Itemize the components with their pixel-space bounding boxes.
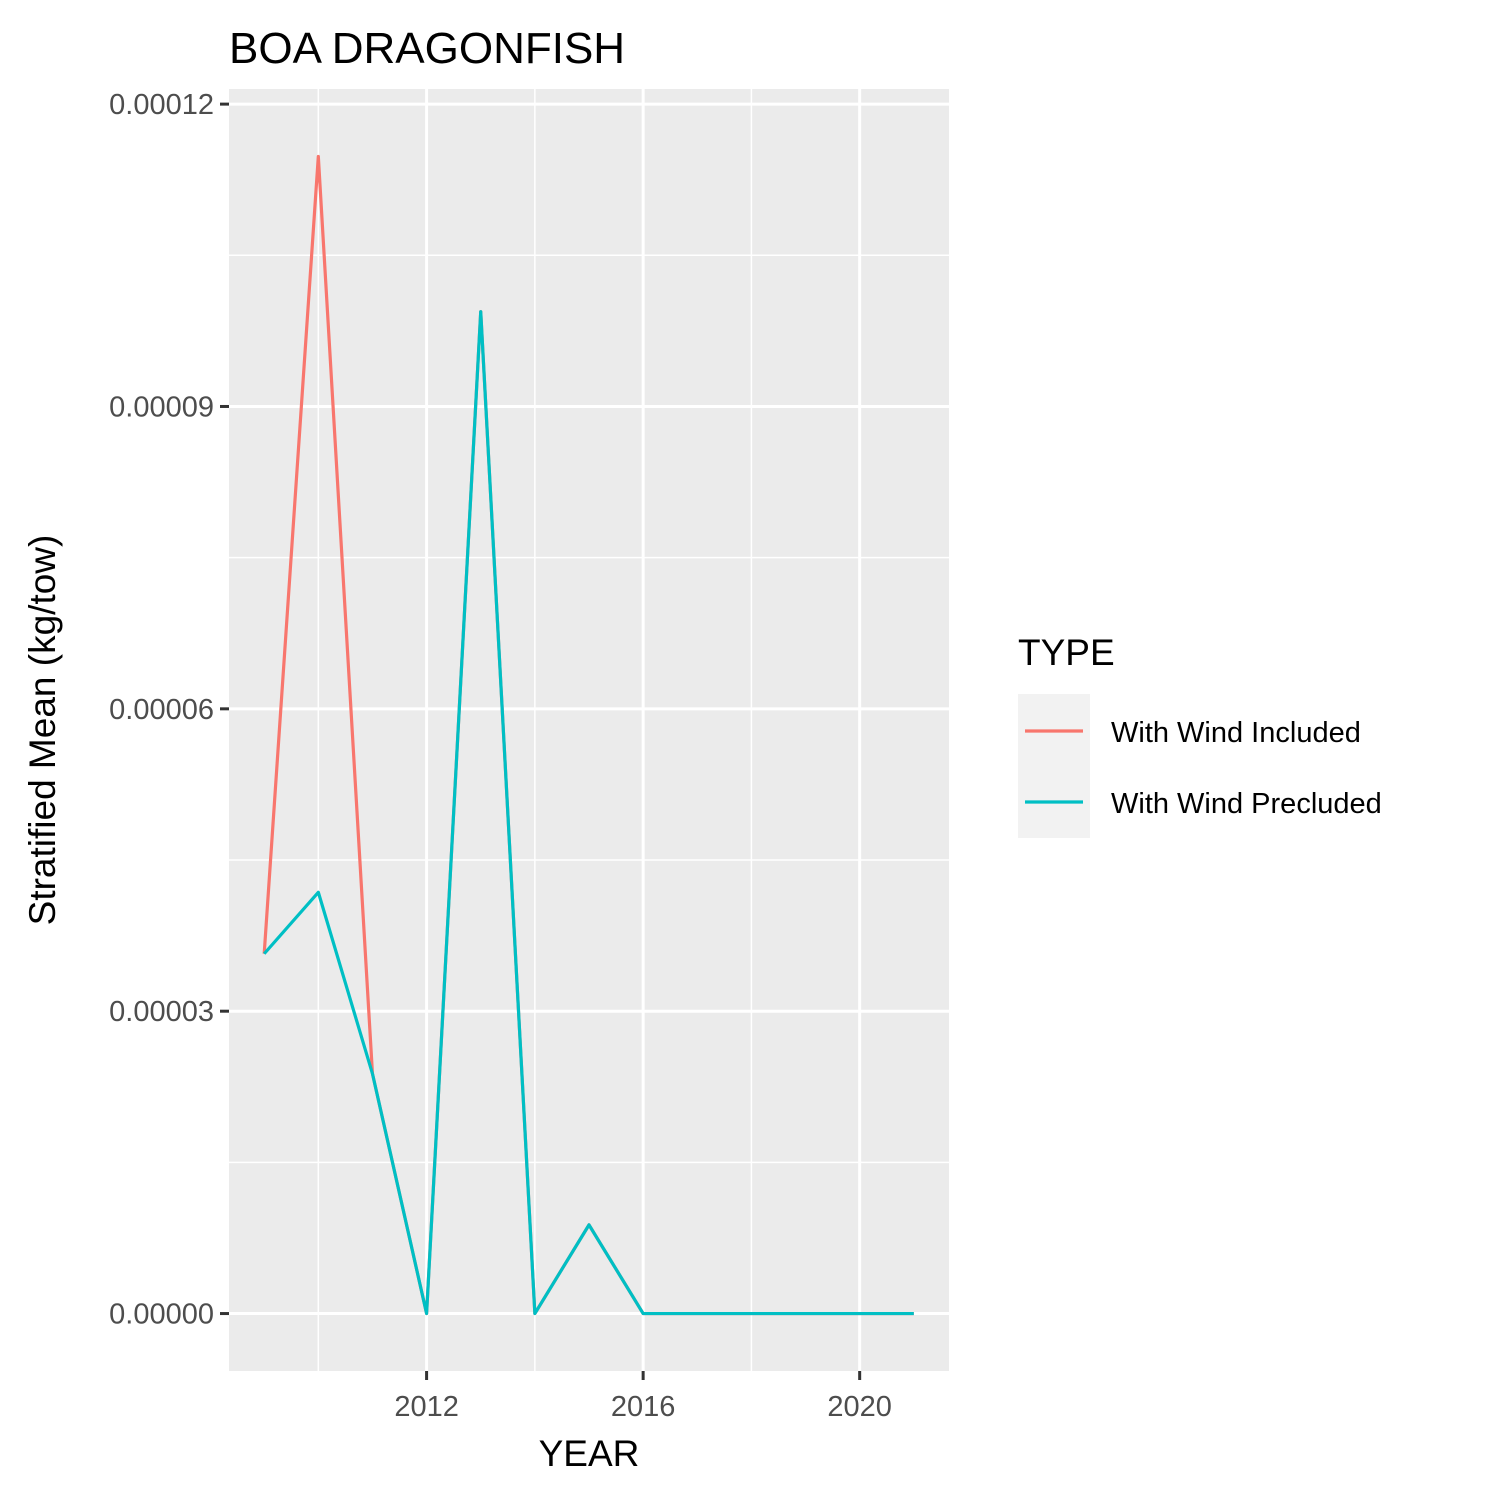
legend-title: TYPE bbox=[1018, 632, 1115, 673]
y-axis: 0.00000 0.00003 0.00006 0.00009 0.00012 bbox=[109, 89, 229, 1330]
x-tick-label-0: 2012 bbox=[394, 1391, 459, 1423]
legend-label-with-wind-precluded: With Wind Precluded bbox=[1111, 788, 1382, 820]
x-tick-label-1: 2016 bbox=[611, 1391, 676, 1423]
legend-label-with-wind-included: With Wind Included bbox=[1111, 717, 1361, 749]
chart-title: BOA DRAGONFISH bbox=[229, 24, 625, 73]
y-tick-label-2: 0.00006 bbox=[109, 694, 214, 726]
x-tick-label-2: 2020 bbox=[827, 1391, 892, 1423]
x-axis-title: YEAR bbox=[539, 1433, 640, 1474]
plot-panel bbox=[229, 89, 949, 1371]
y-tick-label-0: 0.00000 bbox=[109, 1299, 214, 1331]
y-axis-title: Stratified Mean (kg/tow) bbox=[22, 535, 63, 926]
y-tick-label-3: 0.00009 bbox=[109, 391, 214, 423]
x-axis: 2012 2016 2020 bbox=[394, 1371, 892, 1423]
legend: TYPE With Wind Included With Wind Preclu… bbox=[1018, 632, 1382, 838]
y-tick-label-4: 0.00012 bbox=[109, 89, 214, 121]
y-tick-label-1: 0.00003 bbox=[109, 996, 214, 1028]
legend-key-background bbox=[1018, 694, 1090, 838]
